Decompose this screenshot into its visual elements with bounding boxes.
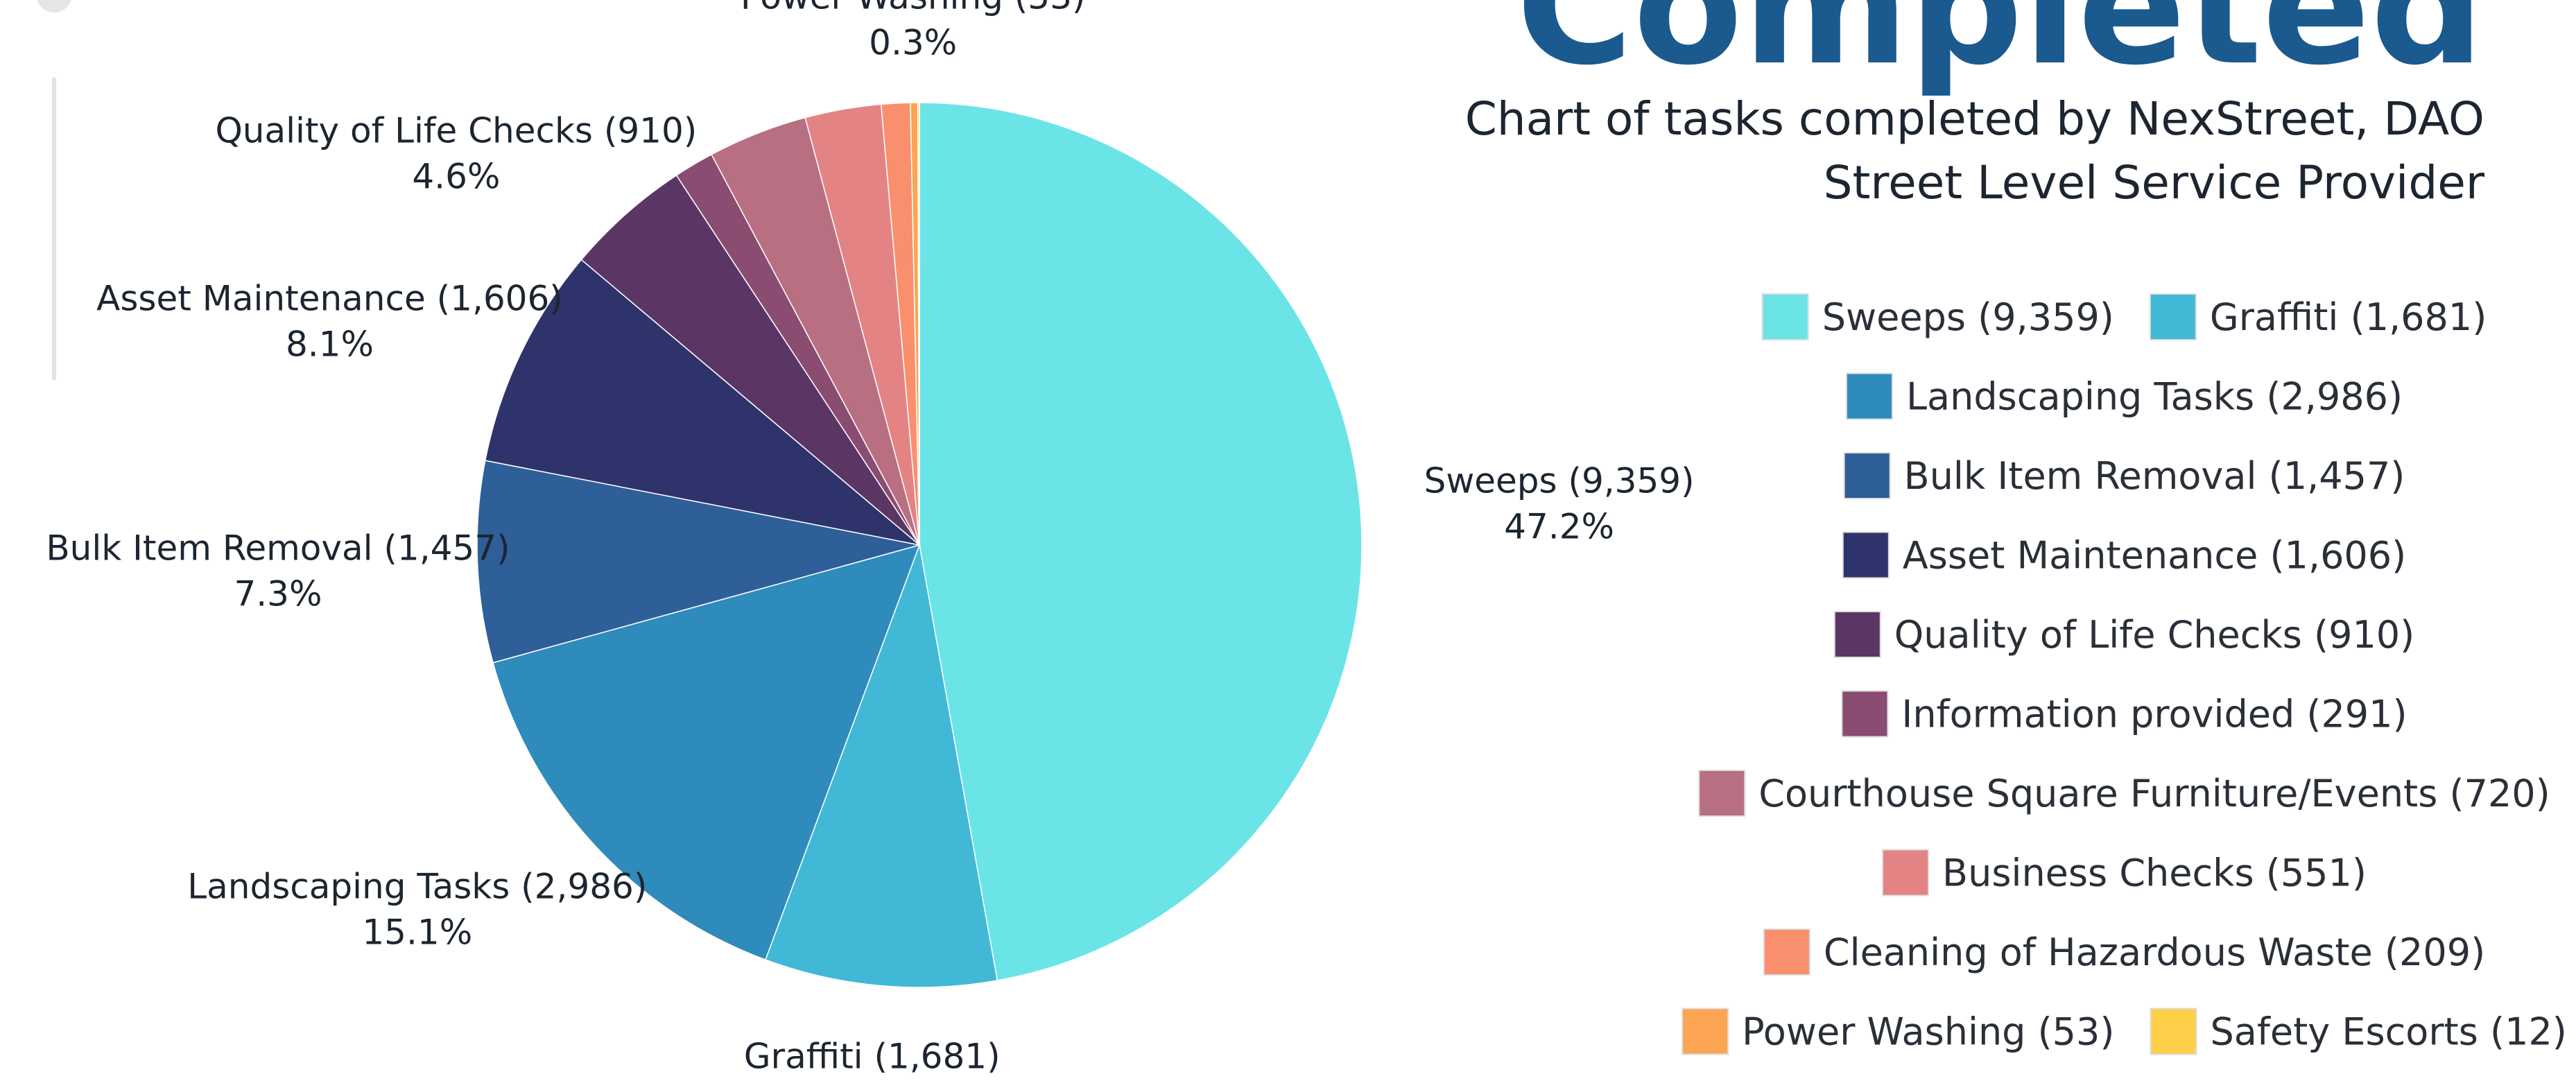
- legend-text: Information provided (291): [1901, 693, 2407, 736]
- legend-text: Landscaping Tasks (2,986): [1906, 375, 2403, 419]
- chart-subtitle: Chart of tasks completed by NexStreet, D…: [1465, 92, 2484, 146]
- legend-row: Courthouse Square Furniture/Events (720): [1698, 770, 2550, 817]
- legend-text: Safety Escorts (12): [2210, 1010, 2566, 1054]
- legend-row: Quality of Life Checks (910): [1833, 611, 2414, 658]
- legend-swatch: [1763, 928, 1810, 976]
- pie-slice: [492, 544, 921, 961]
- legend-text: Asset Maintenance (1,606): [1903, 534, 2406, 578]
- slice-percent: 0.3%: [869, 22, 957, 62]
- legend-swatch: [1843, 452, 1891, 499]
- legend-text: Graffiti (1,681): [2210, 295, 2487, 339]
- legend-text: Sweeps (9,359): [1822, 295, 2114, 339]
- legend-text: Cleaning of Hazardous Waste (209): [1824, 931, 2485, 974]
- legend-row: Asset Maintenance (1,606): [1842, 531, 2406, 579]
- slice-percent: 4.6%: [412, 156, 500, 196]
- legend-row: Landscaping Tasks (2,986): [1845, 372, 2403, 420]
- legend-swatch: [1761, 293, 1809, 340]
- slice-percent: 15.1%: [362, 913, 472, 953]
- legend-swatch: [1842, 531, 1890, 579]
- slice-label: Sweeps (9,359): [1424, 460, 1695, 501]
- slice-percent: 8.1%: [286, 324, 374, 364]
- slice-percent: 7.3%: [234, 574, 322, 614]
- slice-label: Power Washing (53): [741, 0, 1086, 17]
- slice-percent: 47.2%: [1504, 506, 1614, 546]
- legend-swatch: [1882, 849, 1930, 897]
- pie-slice: [919, 102, 1363, 981]
- chart-subtitle: Street Level Service Provider: [1824, 156, 2485, 209]
- legend-swatch: [1845, 372, 1893, 420]
- legend-text: Bulk Item Removal (1,457): [1904, 454, 2405, 498]
- slice-label: Bulk Item Removal (1,457): [46, 528, 510, 569]
- slice-label: Landscaping Tasks (2,986): [187, 867, 647, 907]
- legend-swatch: [1698, 770, 1746, 817]
- legend-swatch: [1841, 690, 1889, 738]
- decoration: [37, 0, 71, 12]
- slice-label: Quality of Life Checks (910): [215, 110, 697, 150]
- legend-swatch: [2149, 293, 2197, 340]
- legend-row: Business Checks (551): [1882, 849, 2367, 897]
- legend-row: Bulk Item Removal (1,457): [1843, 452, 2405, 499]
- legend-row: Information provided (291): [1841, 690, 2408, 738]
- pie-slice: [917, 102, 920, 546]
- legend-text: Power Washing (53): [1742, 1010, 2114, 1054]
- legend-swatch: [1833, 611, 1881, 658]
- slice-label: Asset Maintenance (1,606): [96, 278, 563, 318]
- chart-title: Completed: [1516, 0, 2484, 101]
- legend-row: Power Washing (53) Safety Escorts (12): [1682, 1008, 2567, 1055]
- legend-swatch: [1682, 1008, 1729, 1055]
- pie-slice: [476, 460, 920, 664]
- legend-row: Sweeps (9,359) Graffiti (1,681): [1761, 293, 2487, 340]
- legend-text: Business Checks (551): [1942, 851, 2367, 895]
- pie-slice: [580, 174, 920, 546]
- legend-text: Courthouse Square Furniture/Events (720): [1758, 772, 2550, 815]
- pie-slice: [764, 543, 999, 988]
- slice-label: Graffiti (1,681): [744, 1037, 1001, 1077]
- legend-swatch: [2150, 1008, 2197, 1055]
- pie-slice: [484, 259, 922, 546]
- legend-text: Quality of Life Checks (910): [1894, 613, 2414, 657]
- legend-row: Cleaning of Hazardous Waste (209): [1763, 928, 2485, 976]
